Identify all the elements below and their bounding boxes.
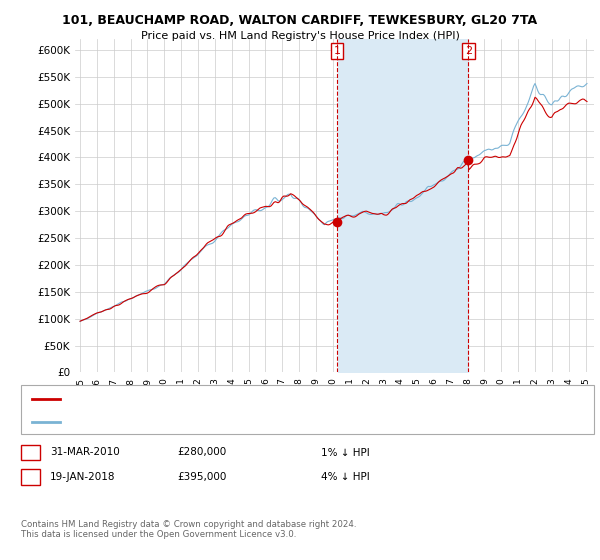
Text: Contains HM Land Registry data © Crown copyright and database right 2024.
This d: Contains HM Land Registry data © Crown c… (21, 520, 356, 539)
Text: 101, BEAUCHAMP ROAD, WALTON CARDIFF, TEWKESBURY, GL20 7TA (detached house): 101, BEAUCHAMP ROAD, WALTON CARDIFF, TEW… (64, 394, 489, 404)
Text: £395,000: £395,000 (177, 472, 226, 482)
Text: 4% ↓ HPI: 4% ↓ HPI (321, 472, 370, 482)
Text: 101, BEAUCHAMP ROAD, WALTON CARDIFF, TEWKESBURY, GL20 7TA: 101, BEAUCHAMP ROAD, WALTON CARDIFF, TEW… (62, 14, 538, 27)
Text: £280,000: £280,000 (177, 447, 226, 458)
Text: 31-MAR-2010: 31-MAR-2010 (50, 447, 119, 458)
Text: Price paid vs. HM Land Registry's House Price Index (HPI): Price paid vs. HM Land Registry's House … (140, 31, 460, 41)
Text: 2: 2 (27, 472, 34, 482)
Text: 2: 2 (465, 46, 472, 56)
Text: HPI: Average price, detached house, Tewkesbury: HPI: Average price, detached house, Tewk… (64, 417, 302, 427)
Text: 1: 1 (27, 447, 34, 458)
Text: 19-JAN-2018: 19-JAN-2018 (50, 472, 115, 482)
Text: 1% ↓ HPI: 1% ↓ HPI (321, 447, 370, 458)
Text: 1: 1 (334, 46, 341, 56)
